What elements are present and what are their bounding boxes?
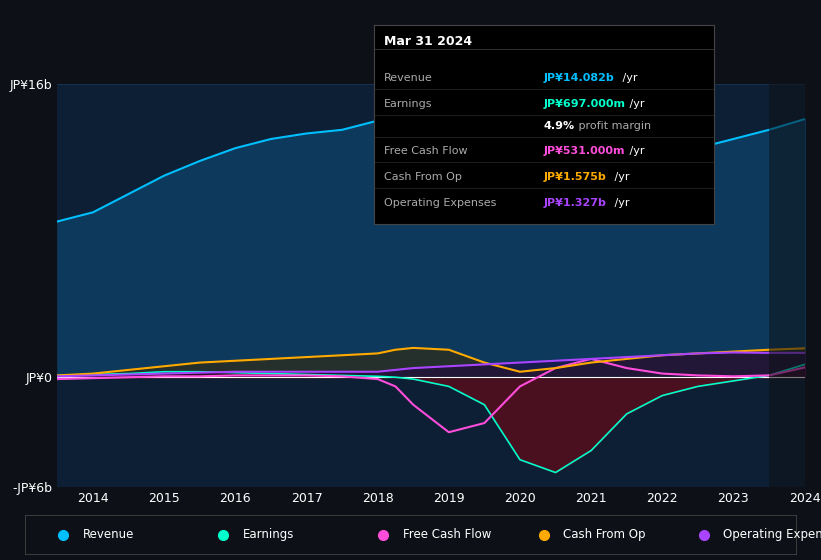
Text: /yr: /yr: [626, 147, 644, 156]
Text: Earnings: Earnings: [243, 528, 294, 542]
Text: Revenue: Revenue: [383, 73, 433, 83]
Bar: [769, 84, 805, 487]
Text: 4.9%: 4.9%: [544, 120, 575, 130]
Text: /yr: /yr: [626, 99, 644, 109]
Text: Free Cash Flow: Free Cash Flow: [403, 528, 491, 542]
Text: /yr: /yr: [612, 172, 630, 183]
Text: Cash From Op: Cash From Op: [383, 172, 461, 183]
Text: Revenue: Revenue: [83, 528, 134, 542]
Text: Operating Expenses: Operating Expenses: [723, 528, 821, 542]
Text: profit margin: profit margin: [576, 120, 651, 130]
Text: Operating Expenses: Operating Expenses: [383, 198, 496, 208]
Text: JP¥1.575b: JP¥1.575b: [544, 172, 607, 183]
Text: JP¥1.327b: JP¥1.327b: [544, 198, 607, 208]
Text: JP¥14.082b: JP¥14.082b: [544, 73, 615, 83]
Text: Cash From Op: Cash From Op: [563, 528, 645, 542]
Text: Mar 31 2024: Mar 31 2024: [383, 35, 472, 48]
Text: Earnings: Earnings: [383, 99, 433, 109]
Text: JP¥697.000m: JP¥697.000m: [544, 99, 626, 109]
Text: /yr: /yr: [612, 198, 630, 208]
Text: /yr: /yr: [619, 73, 637, 83]
Text: Free Cash Flow: Free Cash Flow: [383, 147, 467, 156]
Text: JP¥531.000m: JP¥531.000m: [544, 147, 626, 156]
